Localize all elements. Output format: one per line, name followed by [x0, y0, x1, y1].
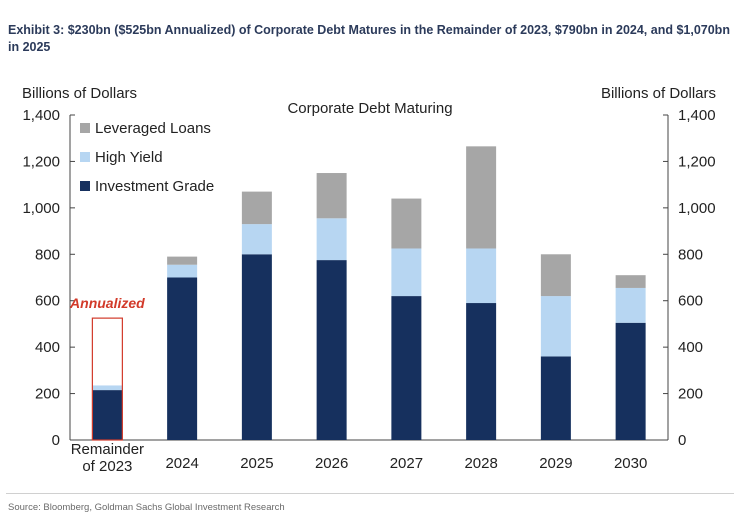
- source-divider: [6, 493, 734, 494]
- y-tick-label-left: 1,000: [22, 200, 60, 217]
- y-tick-label-right: 1,200: [678, 153, 716, 170]
- legend-label: Investment Grade: [95, 178, 214, 195]
- y-tick-label-left: 800: [35, 246, 60, 263]
- bar-leveraged-loans: [316, 173, 347, 219]
- annualized-outline: [91, 317, 123, 441]
- bar-leveraged-loans: [241, 191, 272, 225]
- labels-layer: 0 0 200 200 400 400 600 600 800 800 1,000 1,000 1,20…: [22, 85, 716, 475]
- bar-investment-grade: [466, 303, 497, 440]
- bar-high-yield: [540, 296, 571, 357]
- bar-investment-grade: [167, 277, 198, 440]
- bar-investment-grade: [316, 260, 347, 440]
- y-tick-label-left: 400: [35, 339, 60, 356]
- bar-high-yield: [92, 385, 123, 391]
- bar-high-yield: [391, 248, 422, 297]
- x-tick-label: 2026: [315, 455, 348, 472]
- bar-leveraged-loans: [391, 198, 422, 249]
- bar-investment-grade: [92, 390, 123, 440]
- bars-layer: [91, 146, 646, 441]
- y-axis-title-right: Billions of Dollars: [601, 85, 716, 102]
- legend-swatch: [80, 152, 90, 162]
- legend: Leveraged Loans High Yield Investment Grad…: [80, 120, 214, 195]
- x-tick-label: 2024: [165, 455, 198, 472]
- y-tick-label-right: 800: [678, 246, 703, 263]
- bar-high-yield: [615, 287, 646, 323]
- chart-title: Corporate Debt Maturing: [287, 100, 452, 117]
- bar-leveraged-loans: [466, 146, 497, 249]
- x-tick-label: 2027: [390, 455, 423, 472]
- legend-swatch: [80, 123, 90, 133]
- x-tick-label: 2025: [240, 455, 273, 472]
- bar-investment-grade: [241, 254, 272, 440]
- x-tick-label: 2029: [539, 455, 572, 472]
- bar-leveraged-loans: [167, 256, 198, 265]
- bar-leveraged-loans: [615, 275, 646, 288]
- y-tick-label-right: 600: [678, 293, 703, 310]
- bar-investment-grade: [615, 322, 646, 440]
- annualized-label: Annualized: [69, 295, 145, 311]
- y-tick-label-right: 400: [678, 339, 703, 356]
- y-tick-label-left: 0: [52, 432, 60, 449]
- y-tick-label-left: 1,400: [22, 107, 60, 124]
- exhibit-title: Exhibit 3: $230bn ($525bn Annualized) of…: [8, 23, 730, 54]
- y-axis-title-left: Billions of Dollars: [22, 85, 137, 102]
- y-tick-label-left: 1,200: [22, 153, 60, 170]
- y-tick-label-right: 0: [678, 432, 686, 449]
- legend-swatch: [80, 181, 90, 191]
- y-tick-label-left: 600: [35, 293, 60, 310]
- bar-high-yield: [466, 248, 497, 304]
- legend-label: High Yield: [95, 149, 163, 166]
- bar-high-yield: [316, 218, 347, 261]
- bar-high-yield: [241, 224, 272, 255]
- x-tick-label: Remainder of 2023: [71, 441, 144, 475]
- legend-label: Leveraged Loans: [95, 120, 211, 137]
- y-tick-label-right: 200: [678, 386, 703, 403]
- source-note: Source: Bloomberg, Goldman Sachs Global …: [8, 502, 285, 513]
- y-tick-label-left: 200: [35, 386, 60, 403]
- y-tick-label-right: 1,000: [678, 200, 716, 217]
- y-tick-label-right: 1,400: [678, 107, 716, 124]
- x-tick-label: 2030: [614, 455, 647, 472]
- bar-investment-grade: [391, 296, 422, 440]
- bar-high-yield: [167, 264, 198, 278]
- x-tick-label: 2028: [464, 455, 497, 472]
- bar-investment-grade: [540, 356, 571, 440]
- bar-leveraged-loans: [540, 254, 571, 297]
